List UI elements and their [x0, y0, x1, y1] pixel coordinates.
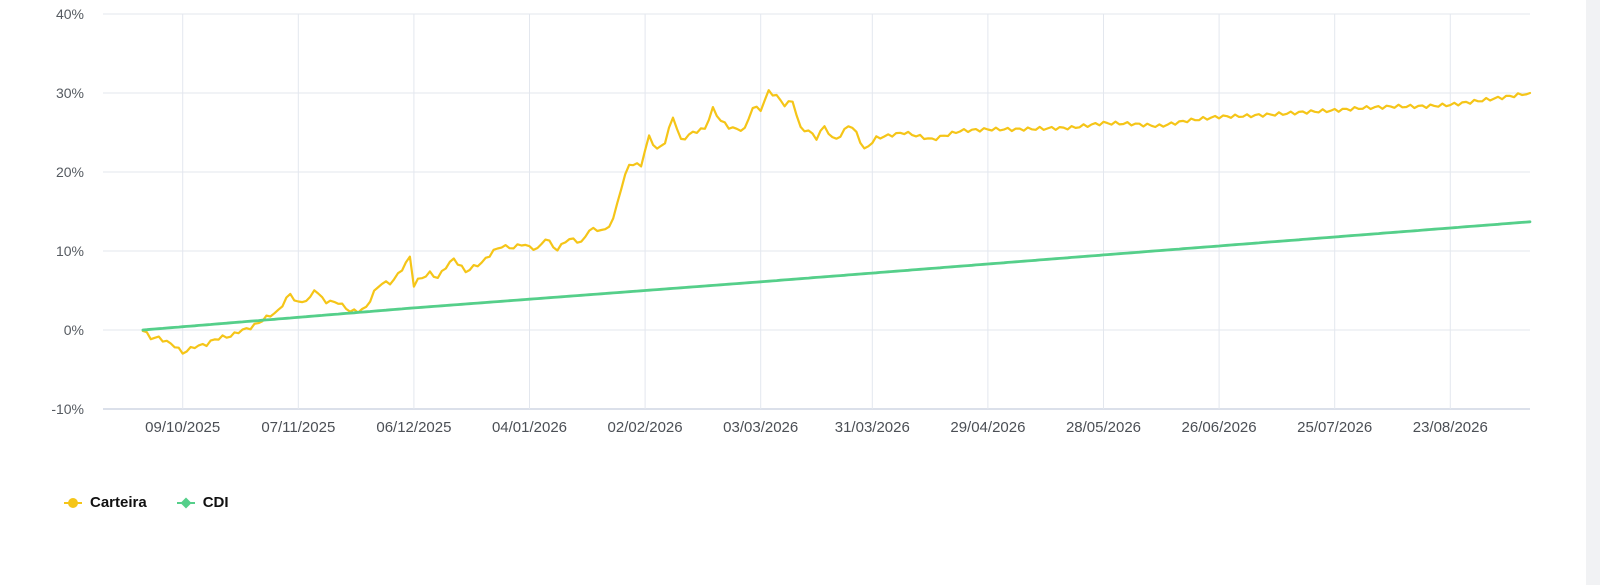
legend-label-cdi: CDI	[202, 494, 229, 511]
x-tick-label: 07/11/2025	[261, 419, 335, 436]
y-tick-label: 30%	[56, 85, 84, 101]
x-tick-label: 23/08/2026	[1413, 419, 1488, 436]
series-lines	[141, 89, 1532, 355]
x-tick-label: 29/04/2026	[950, 419, 1025, 436]
right-edge-strip	[1586, 0, 1600, 585]
circle-marker-icon	[64, 497, 82, 508]
x-tick-label: 02/02/2026	[608, 419, 683, 436]
x-tick-label: 06/12/2025	[376, 419, 451, 436]
x-tick-label: 31/03/2026	[835, 419, 910, 436]
x-tick-label: 03/03/2026	[723, 419, 798, 436]
legend-label-carteira: Carteira	[90, 494, 147, 511]
performance-chart: -10% 0% 10% 20% 30% 40% 09/10/2025 07/11/2025 06…	[51, 6, 1532, 436]
x-tick-label: 04/01/2026	[492, 419, 567, 436]
x-tick-label: 26/06/2026	[1182, 419, 1257, 436]
y-tick-label: 40%	[56, 6, 84, 22]
series-line-carteira	[141, 89, 1532, 355]
y-tick-label: 0%	[64, 322, 84, 338]
legend-item-cdi[interactable]: CDI	[176, 494, 229, 511]
axis-ticks: -10% 0% 10% 20% 30% 40% 09/10/2025 07/11/2025 06…	[51, 6, 1488, 436]
x-tick-label: 28/05/2026	[1066, 419, 1141, 436]
x-tick-label: 25/07/2026	[1297, 419, 1372, 436]
y-tick-label: 20%	[56, 164, 84, 180]
chart-area: -10% 0% 10% 20% 30% 40% 09/10/2025 07/11/2025 06…	[51, 6, 1532, 436]
x-tick-label: 09/10/2025	[145, 419, 220, 436]
grid	[103, 13, 1530, 410]
y-tick-label: -10%	[51, 401, 84, 417]
diamond-marker-icon	[176, 497, 195, 508]
y-tick-label: 10%	[56, 243, 84, 259]
legend: Carteira CDI	[64, 494, 229, 511]
series-line-cdi	[141, 220, 1532, 332]
legend-item-carteira[interactable]: Carteira	[64, 494, 147, 511]
